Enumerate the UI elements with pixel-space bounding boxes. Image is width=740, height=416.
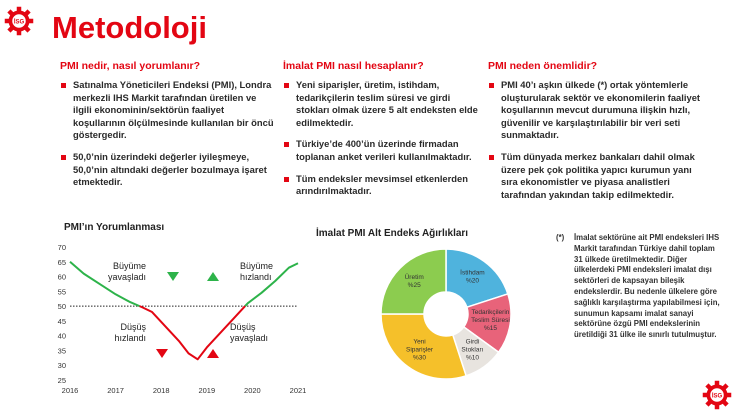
pie-slice-label: Girdi Stokları %10 xyxy=(461,338,483,361)
pie-slice xyxy=(380,313,468,380)
y-tick-label: 60 xyxy=(58,273,66,282)
logo: İSG xyxy=(4,6,34,36)
pie-slice-label: Tedarikçilerin Teslim Süresi %15 xyxy=(471,309,510,332)
list-item: 50,0’nin üzerindeki değerler iyileşmeye,… xyxy=(60,151,276,189)
y-tick-label: 35 xyxy=(58,346,66,355)
y-tick-label: 55 xyxy=(58,287,66,296)
list-item: Satınalma Yöneticileri Endeksi (PMI), Lo… xyxy=(60,79,276,142)
gear-logo-icon: İSG xyxy=(4,6,34,36)
list-item: Yeni siparişler, üretim, istihdam, tedar… xyxy=(283,79,483,129)
y-tick-label: 65 xyxy=(58,258,66,267)
footnote-text: İmalat sektörüne ait PMI endeksleri IHS … xyxy=(574,233,720,340)
pie-slice-label: Üretim %25 xyxy=(405,273,424,289)
list-item: Türkiye’de 400’ün üzerinde firmadan topl… xyxy=(283,138,483,163)
pmi-interpretation-chart: PMI’ın Yorumlanması 70 65 60 55 50 45 40 35 30 25… xyxy=(40,222,310,412)
x-tick-label: 2018 xyxy=(153,386,170,395)
column-heading: İmalat PMI nasıl hesaplanır? xyxy=(283,60,424,72)
gear-logo-icon: İSG xyxy=(702,380,732,410)
pie-slice-label: İstihdam %20 xyxy=(460,268,485,285)
pie-chart-title: İmalat PMI Alt Endeks Ağırlıkları xyxy=(316,228,469,239)
annotation-label: Büyüme hızlandı xyxy=(240,261,273,282)
column-heading: PMI nedir, nasıl yorumlanır? xyxy=(60,60,201,72)
pie-chart-svg: İstihdam %20 Tedarikçilerin Teslim Süresi %1… xyxy=(380,248,512,380)
logo-bottom: İSG xyxy=(702,380,732,410)
column-pmi-importance: PMI neden önemlidir? PMI 40’ı aşkın ülke… xyxy=(488,60,710,210)
pmi-series-line xyxy=(69,261,140,308)
list-item: Tüm endeksler mevsimsel etkenlerden arın… xyxy=(283,173,483,198)
y-tick-label: 40 xyxy=(58,332,66,341)
chart-title: PMI’ın Yorumlanması xyxy=(64,222,165,233)
footnote: (*) İmalat sektörüne ait PMI endeksleri … xyxy=(556,233,724,341)
annotation-label: Düşüş yavaşladı xyxy=(230,322,268,343)
y-tick-label: 30 xyxy=(58,361,66,370)
pmi-series-line xyxy=(139,305,246,361)
list-item: PMI 40’ı aşkın ülkede (*) ortak yöntemle… xyxy=(488,79,710,142)
list-item: Tüm dünyada merkez bankaları dahil olmak… xyxy=(488,151,710,201)
svg-text:İSG: İSG xyxy=(14,18,25,25)
annotation-label: Büyüme yavaşladı xyxy=(108,261,146,282)
annotation-label: Düşüş hızlandı xyxy=(114,322,146,343)
x-tick-label: 2019 xyxy=(198,386,215,395)
y-tick-label: 70 xyxy=(58,243,66,252)
column-pmi-definition: PMI nedir, nasıl yorumlanır? Satınalma Y… xyxy=(60,60,276,198)
x-tick-label: 2016 xyxy=(62,386,79,395)
pie-slice xyxy=(445,248,509,309)
arrow-up-icon xyxy=(207,349,219,358)
pie-slice xyxy=(380,248,447,315)
svg-text:İSG: İSG xyxy=(712,392,723,399)
page-title: Metodoloji xyxy=(52,10,207,45)
arrow-down-icon xyxy=(167,272,179,281)
x-tick-label: 2020 xyxy=(244,386,261,395)
pmi-series-line xyxy=(244,262,299,307)
arrow-up-icon xyxy=(207,272,219,281)
y-tick-label: 45 xyxy=(58,317,66,326)
footnote-marker: (*) xyxy=(556,233,565,242)
column-heading: PMI neden önemlidir? xyxy=(488,60,598,72)
column-pmi-calculation: İmalat PMI nasıl hesaplanır? Yeni sipari… xyxy=(283,60,483,207)
pie-slice-label: Yeni Siparişler %30 xyxy=(406,338,434,361)
y-tick-label: 25 xyxy=(58,376,66,385)
x-tick-label: 2021 xyxy=(290,386,307,395)
arrow-down-icon xyxy=(156,349,168,358)
y-tick-label: 50 xyxy=(58,302,66,311)
x-tick-label: 2017 xyxy=(107,386,124,395)
